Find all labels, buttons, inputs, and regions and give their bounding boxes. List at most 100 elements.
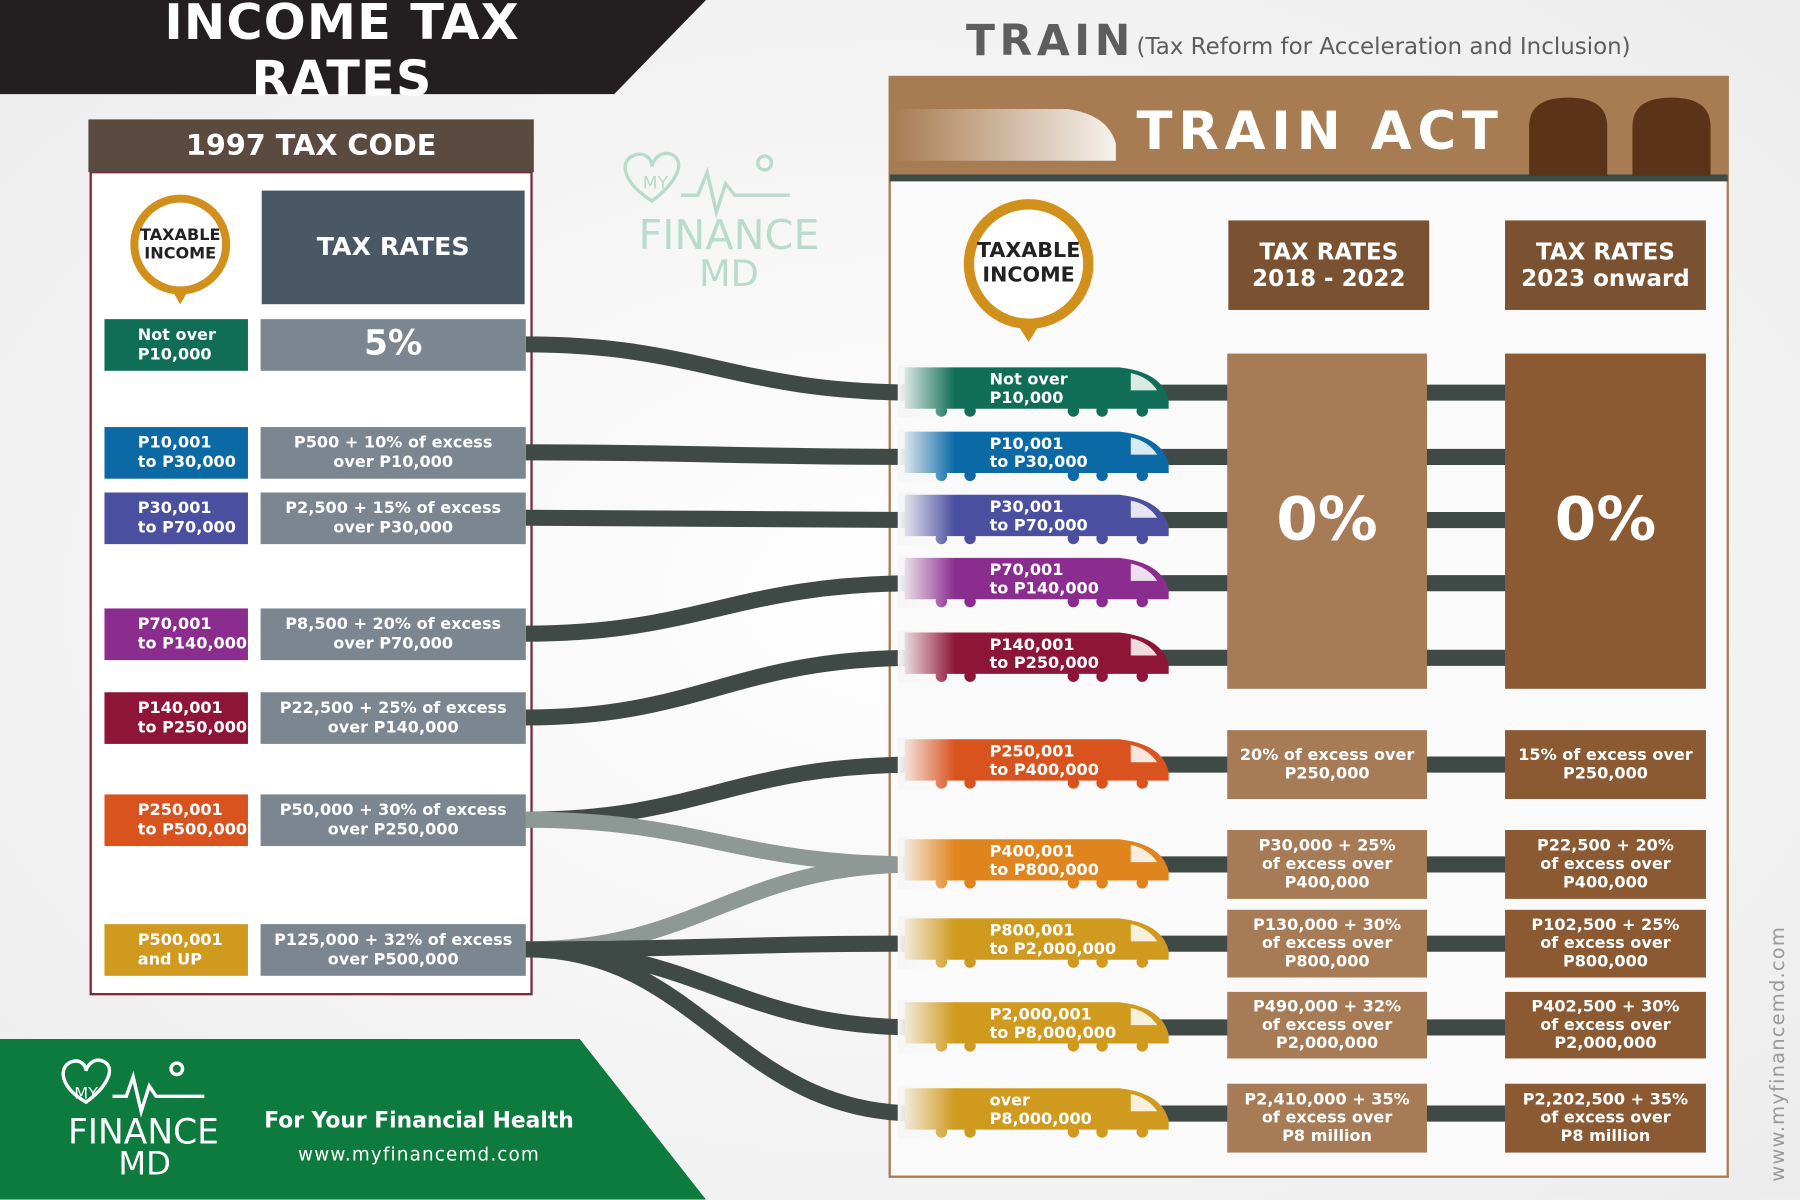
train-act-title: TRAIN ACT: [1136, 99, 1504, 162]
bracket-box: [104, 319, 248, 371]
rate-box: [260, 692, 526, 744]
side-url: www.myfinancemd.com: [1767, 926, 1790, 1182]
rate-box: [1227, 909, 1427, 978]
train: [904, 839, 1169, 881]
rate-box: [260, 924, 526, 976]
bracket-box: [104, 924, 248, 976]
rate-box: [260, 427, 526, 479]
motion-fade: [897, 365, 956, 418]
wheel: [1096, 469, 1108, 482]
wheel: [1067, 670, 1080, 682]
bracket-box: [104, 692, 248, 744]
bracket-label: P70,001 to P140,000: [137, 615, 248, 653]
train-heading: TRAIN: [965, 15, 1135, 66]
wheel: [964, 532, 976, 545]
connector: [525, 336, 919, 401]
train: [904, 918, 1169, 960]
train: [904, 367, 1169, 409]
connector: [525, 756, 919, 828]
rate-box: [1505, 991, 1706, 1059]
col-header: TAX RATES 2018 - 2022: [1252, 237, 1406, 292]
tunnel: [1529, 97, 1608, 176]
train: [904, 1002, 1169, 1044]
header-train: [893, 109, 1116, 161]
train: [904, 431, 1169, 473]
footer-band: [0, 1038, 707, 1200]
train-window: [1130, 844, 1158, 863]
wheel: [1136, 1126, 1148, 1138]
page-title: INCOME TAX RATES: [164, 0, 520, 108]
motion-fade: [897, 429, 956, 483]
old-code-header: [88, 119, 534, 173]
wheel: [964, 595, 976, 608]
train-window: [1130, 373, 1158, 391]
badge-pointer: [172, 290, 189, 305]
rate-2018: P2,410,000 + 35% of excess over P8 milli…: [1244, 1090, 1410, 1146]
rate-box: [260, 492, 526, 545]
wheel: [1067, 469, 1080, 482]
wheel: [1096, 1040, 1108, 1052]
rate-2023: P102,500 + 25% of excess over P800,000: [1531, 915, 1680, 972]
motion-fade: [897, 630, 956, 684]
wheel: [1067, 1126, 1080, 1138]
rate-box: [260, 319, 526, 371]
train-window: [1130, 563, 1158, 581]
motion-fade: [897, 1086, 956, 1139]
rate-2018: P490,000 + 32% of excess over P2,000,000: [1253, 997, 1402, 1053]
rate-label: P125,000 + 32% of excess over P500,000: [274, 931, 513, 969]
logo-finance: FINANCE: [68, 1112, 219, 1153]
footer-logo: [61, 1058, 205, 1118]
motion-fade: [897, 999, 956, 1053]
connector: [525, 941, 919, 1122]
wheel: [1136, 877, 1148, 889]
wheel: [1096, 405, 1108, 417]
connector: [525, 444, 919, 465]
rate-2023: P2,202,500 + 35% of excess over P8 milli…: [1522, 1090, 1689, 1146]
bracket-box: [104, 794, 248, 847]
train-window: [1130, 500, 1158, 518]
title-band: [0, 0, 707, 95]
wheel: [1096, 595, 1108, 608]
motion-fade: [897, 555, 956, 609]
wheel: [1096, 956, 1108, 968]
wheel: [1067, 1040, 1080, 1052]
wheel: [964, 1126, 976, 1138]
wheel: [964, 1040, 976, 1052]
old-code-frame: [89, 171, 533, 996]
bracket-box: [104, 492, 248, 545]
col-header-box: [1228, 220, 1430, 310]
connector: [525, 649, 919, 726]
train-window: [1130, 437, 1158, 455]
rate-box: [1227, 991, 1427, 1059]
wheel: [964, 670, 976, 682]
train: [904, 557, 1169, 600]
train: [904, 632, 1169, 674]
rail: [889, 174, 1728, 182]
train-window: [1130, 1094, 1158, 1112]
train: [904, 494, 1169, 537]
wheel: [964, 469, 976, 482]
wheel: [964, 877, 976, 889]
wheel: [1136, 469, 1148, 482]
income-label: TAXABLE INCOME: [976, 239, 1081, 287]
rate-box: [260, 794, 526, 847]
bracket-label: P30,001 to P70,000: [137, 499, 236, 537]
footer-url: www.myfinancemd.com: [298, 1143, 540, 1165]
wheel: [1136, 777, 1148, 789]
train-bracket: P30,001 to P70,000: [989, 498, 1088, 535]
train-bracket: over P8,000,000: [989, 1091, 1092, 1129]
wheel: [964, 777, 976, 789]
train-bracket: P800,001 to P2,000,000: [989, 921, 1117, 959]
rates-label: TAX RATES: [316, 232, 470, 262]
bracket-label: P500,001 and UP: [137, 931, 223, 969]
motion-fade: [897, 836, 956, 890]
train-window: [1130, 638, 1158, 656]
wheel: [1136, 670, 1148, 682]
train-bracket: Not over P10,000: [989, 370, 1068, 408]
zero-box: [1227, 353, 1427, 689]
wheel: [1067, 595, 1080, 608]
wheel: [1136, 532, 1148, 545]
rate-label: P22,500 + 25% of excess over P140,000: [279, 699, 507, 737]
